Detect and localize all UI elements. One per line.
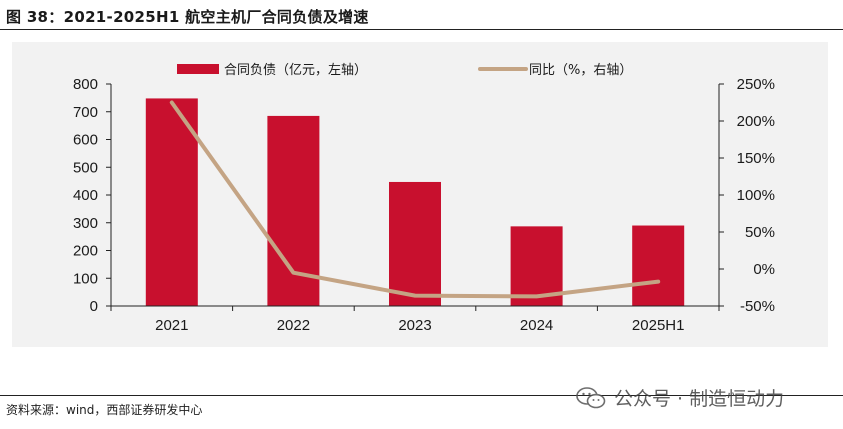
source-note: 资料来源：wind，西部证券研发中心 xyxy=(6,403,203,417)
left-tick-label: 600 xyxy=(73,132,98,149)
x-tick-label: 2023 xyxy=(398,317,431,334)
left-axis-ticks: 0 100 200 300 400 500 600 700 800 xyxy=(73,76,111,315)
legend-bar-swatch xyxy=(177,64,219,74)
wechat-icon xyxy=(576,386,606,408)
watermark-text: 公众号 · 制造恒动力 xyxy=(614,388,785,410)
bar-2025H1 xyxy=(632,225,685,306)
left-tick-label: 800 xyxy=(73,76,98,93)
x-axis-ticks: 2021 2022 2023 2024 2025H1 xyxy=(110,306,720,334)
figure-title: 图 38：2021-2025H1 航空主机厂合同负债及增速 xyxy=(6,8,369,26)
legend-line-label: 同比（%，右轴） xyxy=(529,63,632,78)
right-tick-label: 50% xyxy=(745,224,775,241)
right-tick-label: 250% xyxy=(737,76,775,93)
left-tick-label: 700 xyxy=(73,104,98,121)
left-tick-label: 500 xyxy=(73,159,98,176)
source-rule xyxy=(0,395,843,396)
watermark: 公众号 · 制造恒动力 xyxy=(576,384,784,411)
right-tick-label: 150% xyxy=(737,150,775,167)
right-tick-label: 0% xyxy=(753,261,775,278)
legend-bar-label: 合同负债（亿元，左轴） xyxy=(224,63,367,78)
x-tick-label: 2025H1 xyxy=(632,317,685,334)
bar-series xyxy=(145,98,685,307)
x-tick-label: 2021 xyxy=(155,317,188,334)
bar-2021 xyxy=(145,98,198,307)
bar-2023 xyxy=(389,181,441,306)
x-tick-label: 2024 xyxy=(520,317,553,334)
right-tick-label: -50% xyxy=(740,298,775,315)
legend: 合同负债（亿元，左轴） 同比（%，右轴） xyxy=(177,63,632,78)
right-tick-label: 100% xyxy=(737,187,775,204)
right-tick-label: 200% xyxy=(737,113,775,130)
x-tick-label: 2022 xyxy=(277,317,310,334)
line-series-layer xyxy=(169,100,661,299)
left-tick-label: 300 xyxy=(73,215,98,232)
left-tick-label: 0 xyxy=(90,298,98,315)
title-rule xyxy=(0,29,843,30)
left-tick-label: 200 xyxy=(73,243,98,260)
right-axis-ticks: -50% 0% 50% 100% 150% 200% 250% xyxy=(719,76,775,315)
left-tick-label: 400 xyxy=(73,187,98,204)
left-tick-label: 100 xyxy=(73,270,98,287)
